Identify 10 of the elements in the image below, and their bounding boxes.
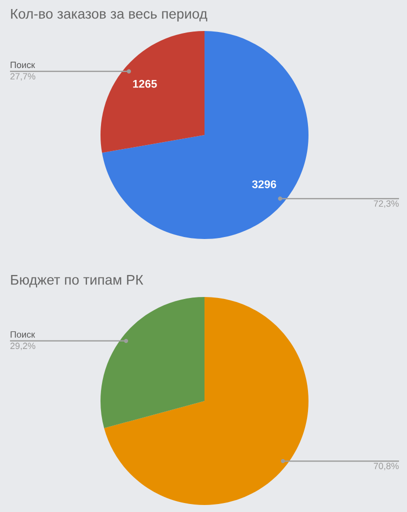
text: 72,3% — [374, 200, 399, 208]
text: 27,7% — [10, 73, 36, 81]
text: 70,8% — [374, 462, 399, 470]
slice-label: Поиск — [10, 62, 36, 68]
slice-label: Поиск — [10, 331, 36, 338]
data-label: 1265 — [133, 80, 157, 88]
text: 29,2% — [10, 342, 36, 350]
chart-title: Бюджет по типам РК — [11, 275, 144, 288]
data-label: 3296 — [252, 180, 276, 188]
chart-title: Кол-во заказов за весь период — [11, 9, 208, 22]
